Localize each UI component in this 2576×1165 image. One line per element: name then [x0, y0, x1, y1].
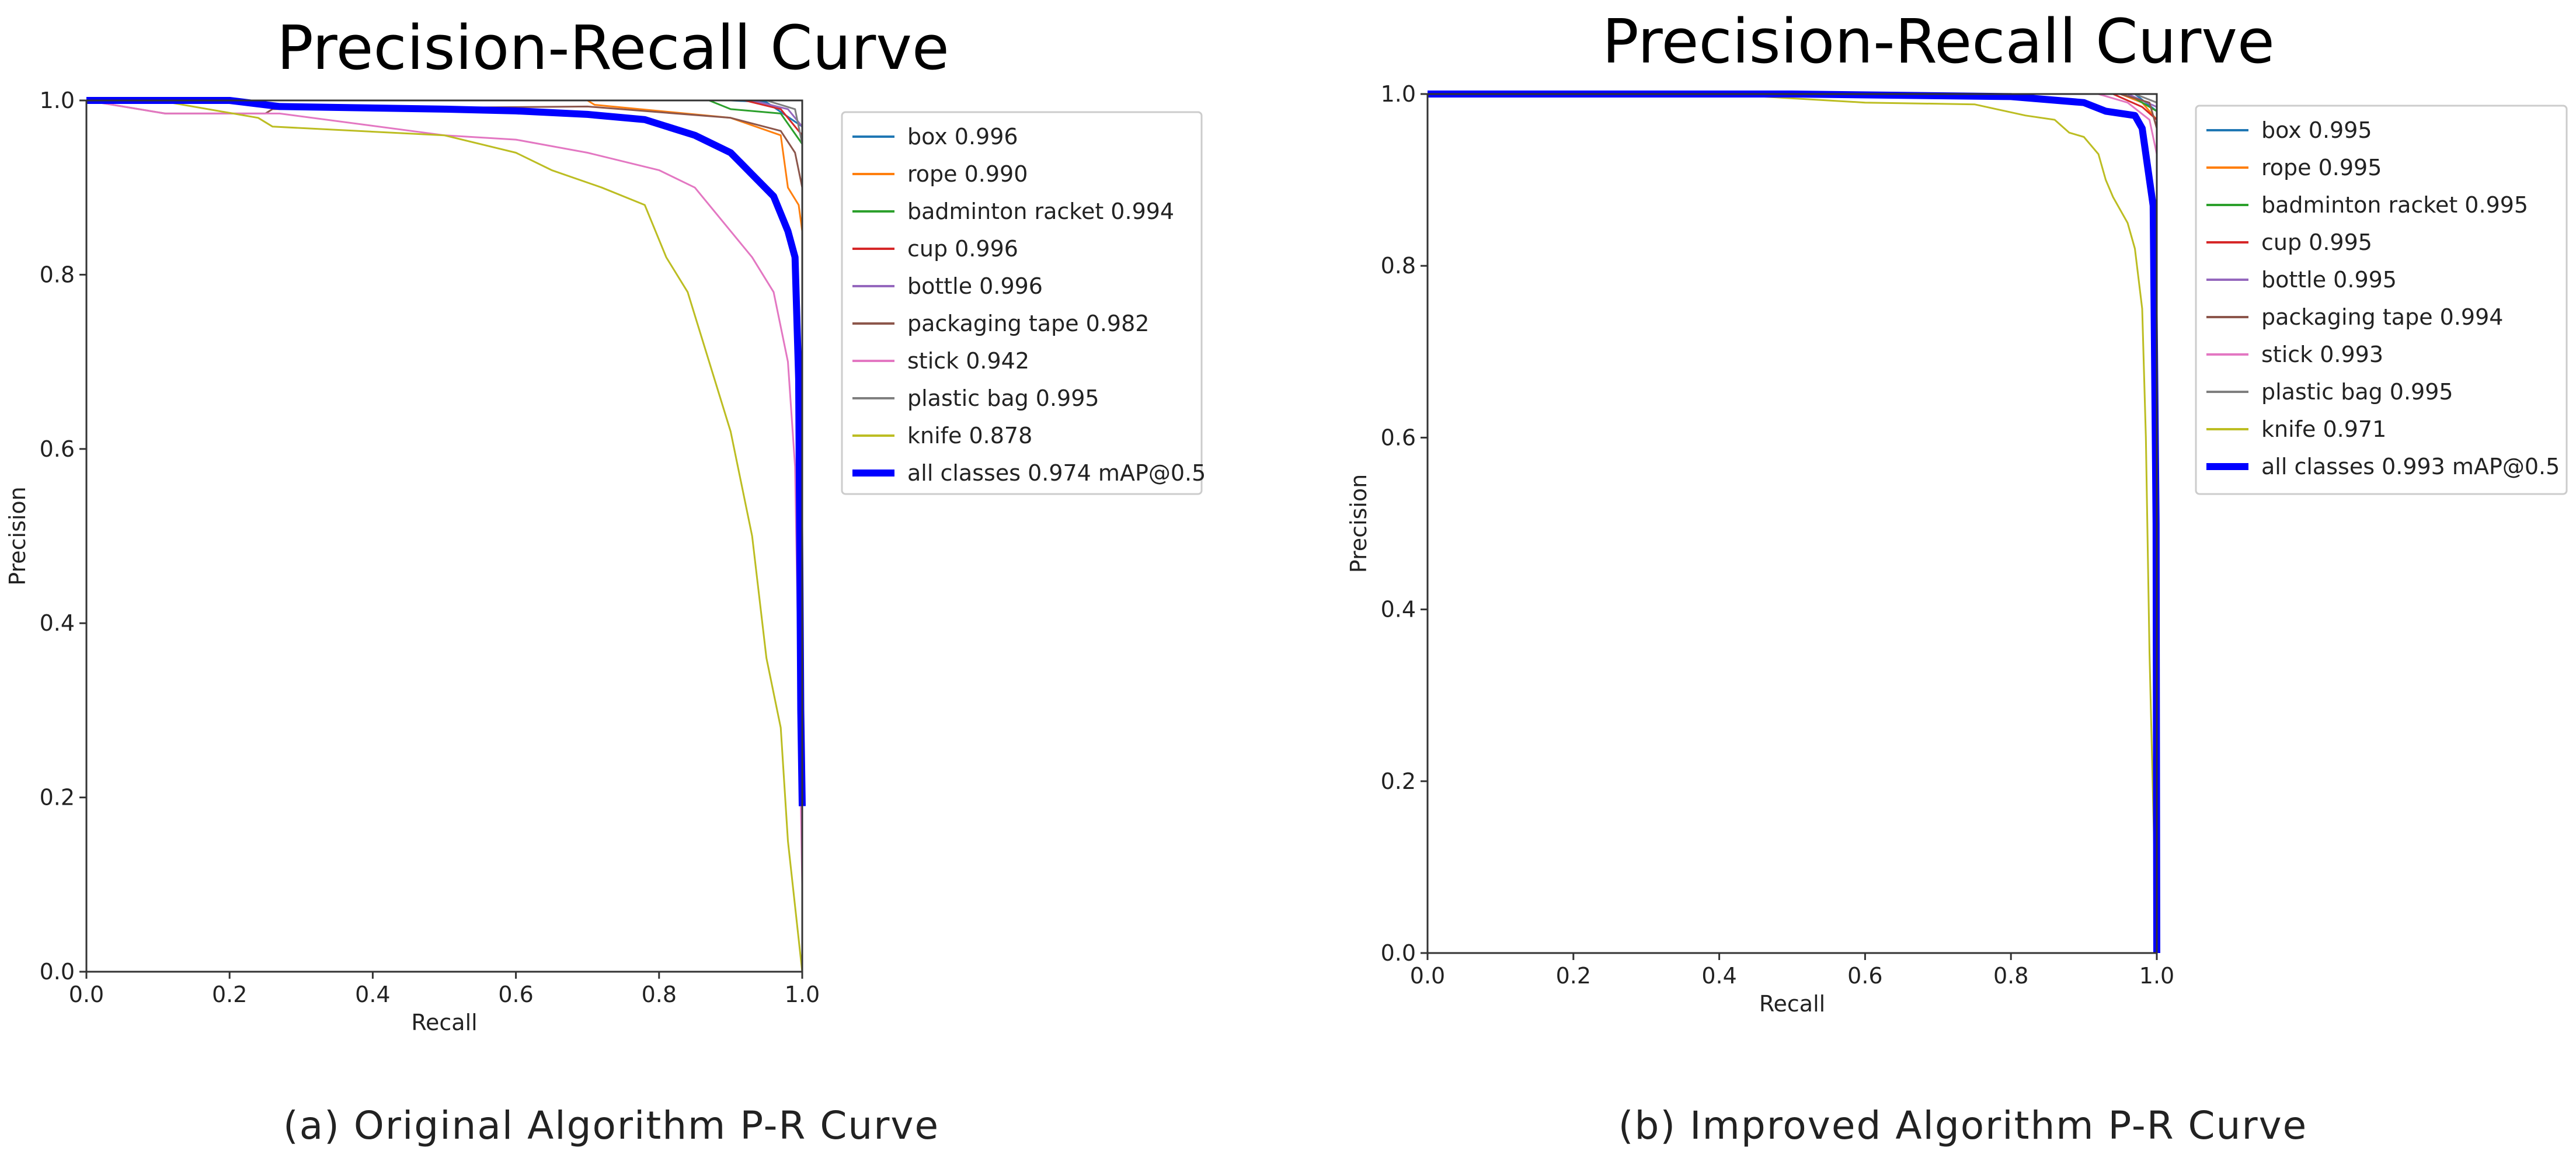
y-tick-label: 0.2: [40, 785, 75, 811]
chart-b: Precision-Recall Curve 0.0 0.2 0.4 0.6 0.8 1.0…: [1346, 6, 2568, 1148]
legend-label: stick 0.942: [907, 348, 1029, 374]
y-axis-label: Precision: [1346, 474, 1371, 573]
y-axis-label: Precision: [5, 486, 30, 586]
legend: box 0.995 rope 0.995 badminton racket 0.99…: [2195, 105, 2568, 495]
legend-label: plastic bag 0.995: [907, 385, 1099, 411]
figure-caption: (a) Original Algorithm P-R Curve: [283, 1103, 939, 1148]
x-tick-label: 0.2: [1556, 963, 1591, 989]
x-axis-label: Recall: [1759, 991, 1825, 1017]
y-tick-label: 0.0: [1381, 940, 1416, 966]
x-tick-label: 0.0: [69, 982, 104, 1007]
y-tick-label: 1.0: [1381, 81, 1416, 107]
legend: box 0.996 rope 0.990 badminton racket 0.99…: [841, 111, 1206, 495]
legend-label: badminton racket 0.994: [907, 199, 1174, 224]
axes-frame: [1426, 93, 2158, 954]
x-tick-label: 0.6: [498, 982, 533, 1007]
legend-label: stick 0.993: [2261, 342, 2383, 367]
chart-title: Precision-Recall Curve: [1602, 6, 2275, 77]
y-tick-label: 0.8: [1381, 253, 1416, 279]
legend-label: packaging tape 0.982: [907, 311, 1149, 336]
x-tick-label: 0.4: [1701, 963, 1736, 989]
legend-label: box 0.996: [907, 124, 1018, 149]
legend-box: [2195, 105, 2568, 495]
series-line-1: [86, 99, 803, 232]
series-line-9: [1428, 91, 2160, 954]
chart-a: Precision-Recall Curve 0.0 0.2 0.4 0.6 0.8 1.0…: [5, 12, 1206, 1148]
series-line-9: [86, 97, 806, 806]
legend-label: cup 0.995: [2261, 229, 2372, 255]
x-tick-label: 0.2: [212, 982, 247, 1007]
axes-frame: [85, 99, 803, 973]
legend-label: rope 0.995: [2261, 155, 2382, 180]
legend-label: bottle 0.995: [2261, 267, 2397, 293]
figure-caption: (b) Improved Algorithm P-R Curve: [1618, 1103, 2308, 1148]
chart-title: Precision-Recall Curve: [277, 12, 949, 84]
legend-label: badminton racket 0.995: [2261, 192, 2528, 218]
legend-label: rope 0.990: [907, 161, 1028, 187]
x-tick-label: 0.8: [1993, 963, 2028, 989]
legend-label: knife 0.878: [907, 423, 1032, 448]
legend-label: cup 0.996: [907, 236, 1018, 262]
legend-label: knife 0.971: [2261, 416, 2386, 442]
series-line-6: [86, 99, 803, 885]
x-tick-label: 1.0: [785, 982, 820, 1007]
series-line-8: [1428, 93, 2158, 954]
legend-label: plastic bag 0.995: [2261, 379, 2453, 405]
legend-label: packaging tape 0.994: [2261, 304, 2503, 330]
y-tick-label: 0.6: [1381, 425, 1416, 450]
y-tick-label: 0.4: [40, 610, 75, 636]
legend-label: all classes 0.974 mAP@0.5: [907, 460, 1206, 486]
x-tick-label: 0.0: [1410, 963, 1445, 989]
y-tick-label: 0.2: [1381, 768, 1416, 794]
x-tick-label: 0.8: [642, 982, 677, 1007]
y-tick-label: 0.0: [40, 959, 75, 985]
legend-box: [841, 111, 1203, 495]
x-tick-label: 1.0: [2139, 963, 2174, 989]
legend-label: box 0.995: [2261, 117, 2372, 143]
y-tick-label: 0.4: [1381, 597, 1416, 623]
x-tick-label: 0.6: [1847, 963, 1882, 989]
y-tick-label: 0.8: [40, 262, 75, 287]
x-axis-label: Recall: [411, 1010, 477, 1035]
y-tick-label: 1.0: [40, 88, 75, 113]
series-line-8: [86, 99, 803, 972]
legend-label: all classes 0.993 mAP@0.5: [2261, 454, 2560, 479]
x-tick-label: 0.4: [355, 982, 390, 1007]
y-tick-label: 0.6: [40, 436, 75, 462]
legend-label: bottle 0.996: [907, 273, 1043, 299]
